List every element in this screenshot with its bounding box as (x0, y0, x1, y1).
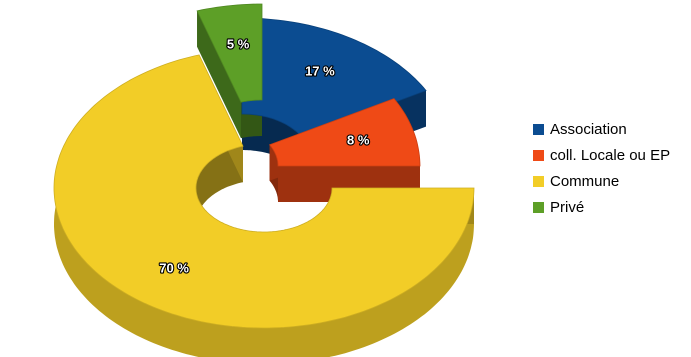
legend-item-prive: Privé (533, 194, 670, 220)
legend-swatch-commune (533, 175, 544, 187)
legend-label-association: Association (550, 120, 627, 138)
legend-label-commune: Commune (550, 172, 620, 190)
legend-item-association: Association (533, 116, 670, 142)
data-label-commune: 70 % (159, 260, 189, 275)
slice-tops (53, 3, 475, 329)
data-labels: 17 % 8 % 70 % 5 % (158, 36, 371, 277)
legend-label-prive: Privé (550, 198, 585, 216)
legend-swatch-prive (533, 201, 544, 213)
slice-privé (196, 3, 263, 103)
data-label-association: 17 % (305, 63, 335, 78)
slice-commune (53, 54, 475, 329)
legend-swatch-association (533, 123, 544, 135)
data-label-coll: 8 % (347, 133, 370, 148)
legend-label-coll-locale: coll. Locale ou EP (550, 146, 671, 164)
legend-item-commune: Commune (533, 168, 670, 194)
slice-coll (268, 98, 421, 167)
data-label-privé: 5 % (227, 37, 250, 52)
slice-cut-face-privé-0 (197, 10, 241, 139)
legend-item-coll-locale: coll. Locale ou EP (533, 142, 670, 168)
legend-swatch-coll-locale (533, 149, 544, 161)
chart-legend: Association coll. Locale ou EP Commune P… (533, 116, 670, 220)
